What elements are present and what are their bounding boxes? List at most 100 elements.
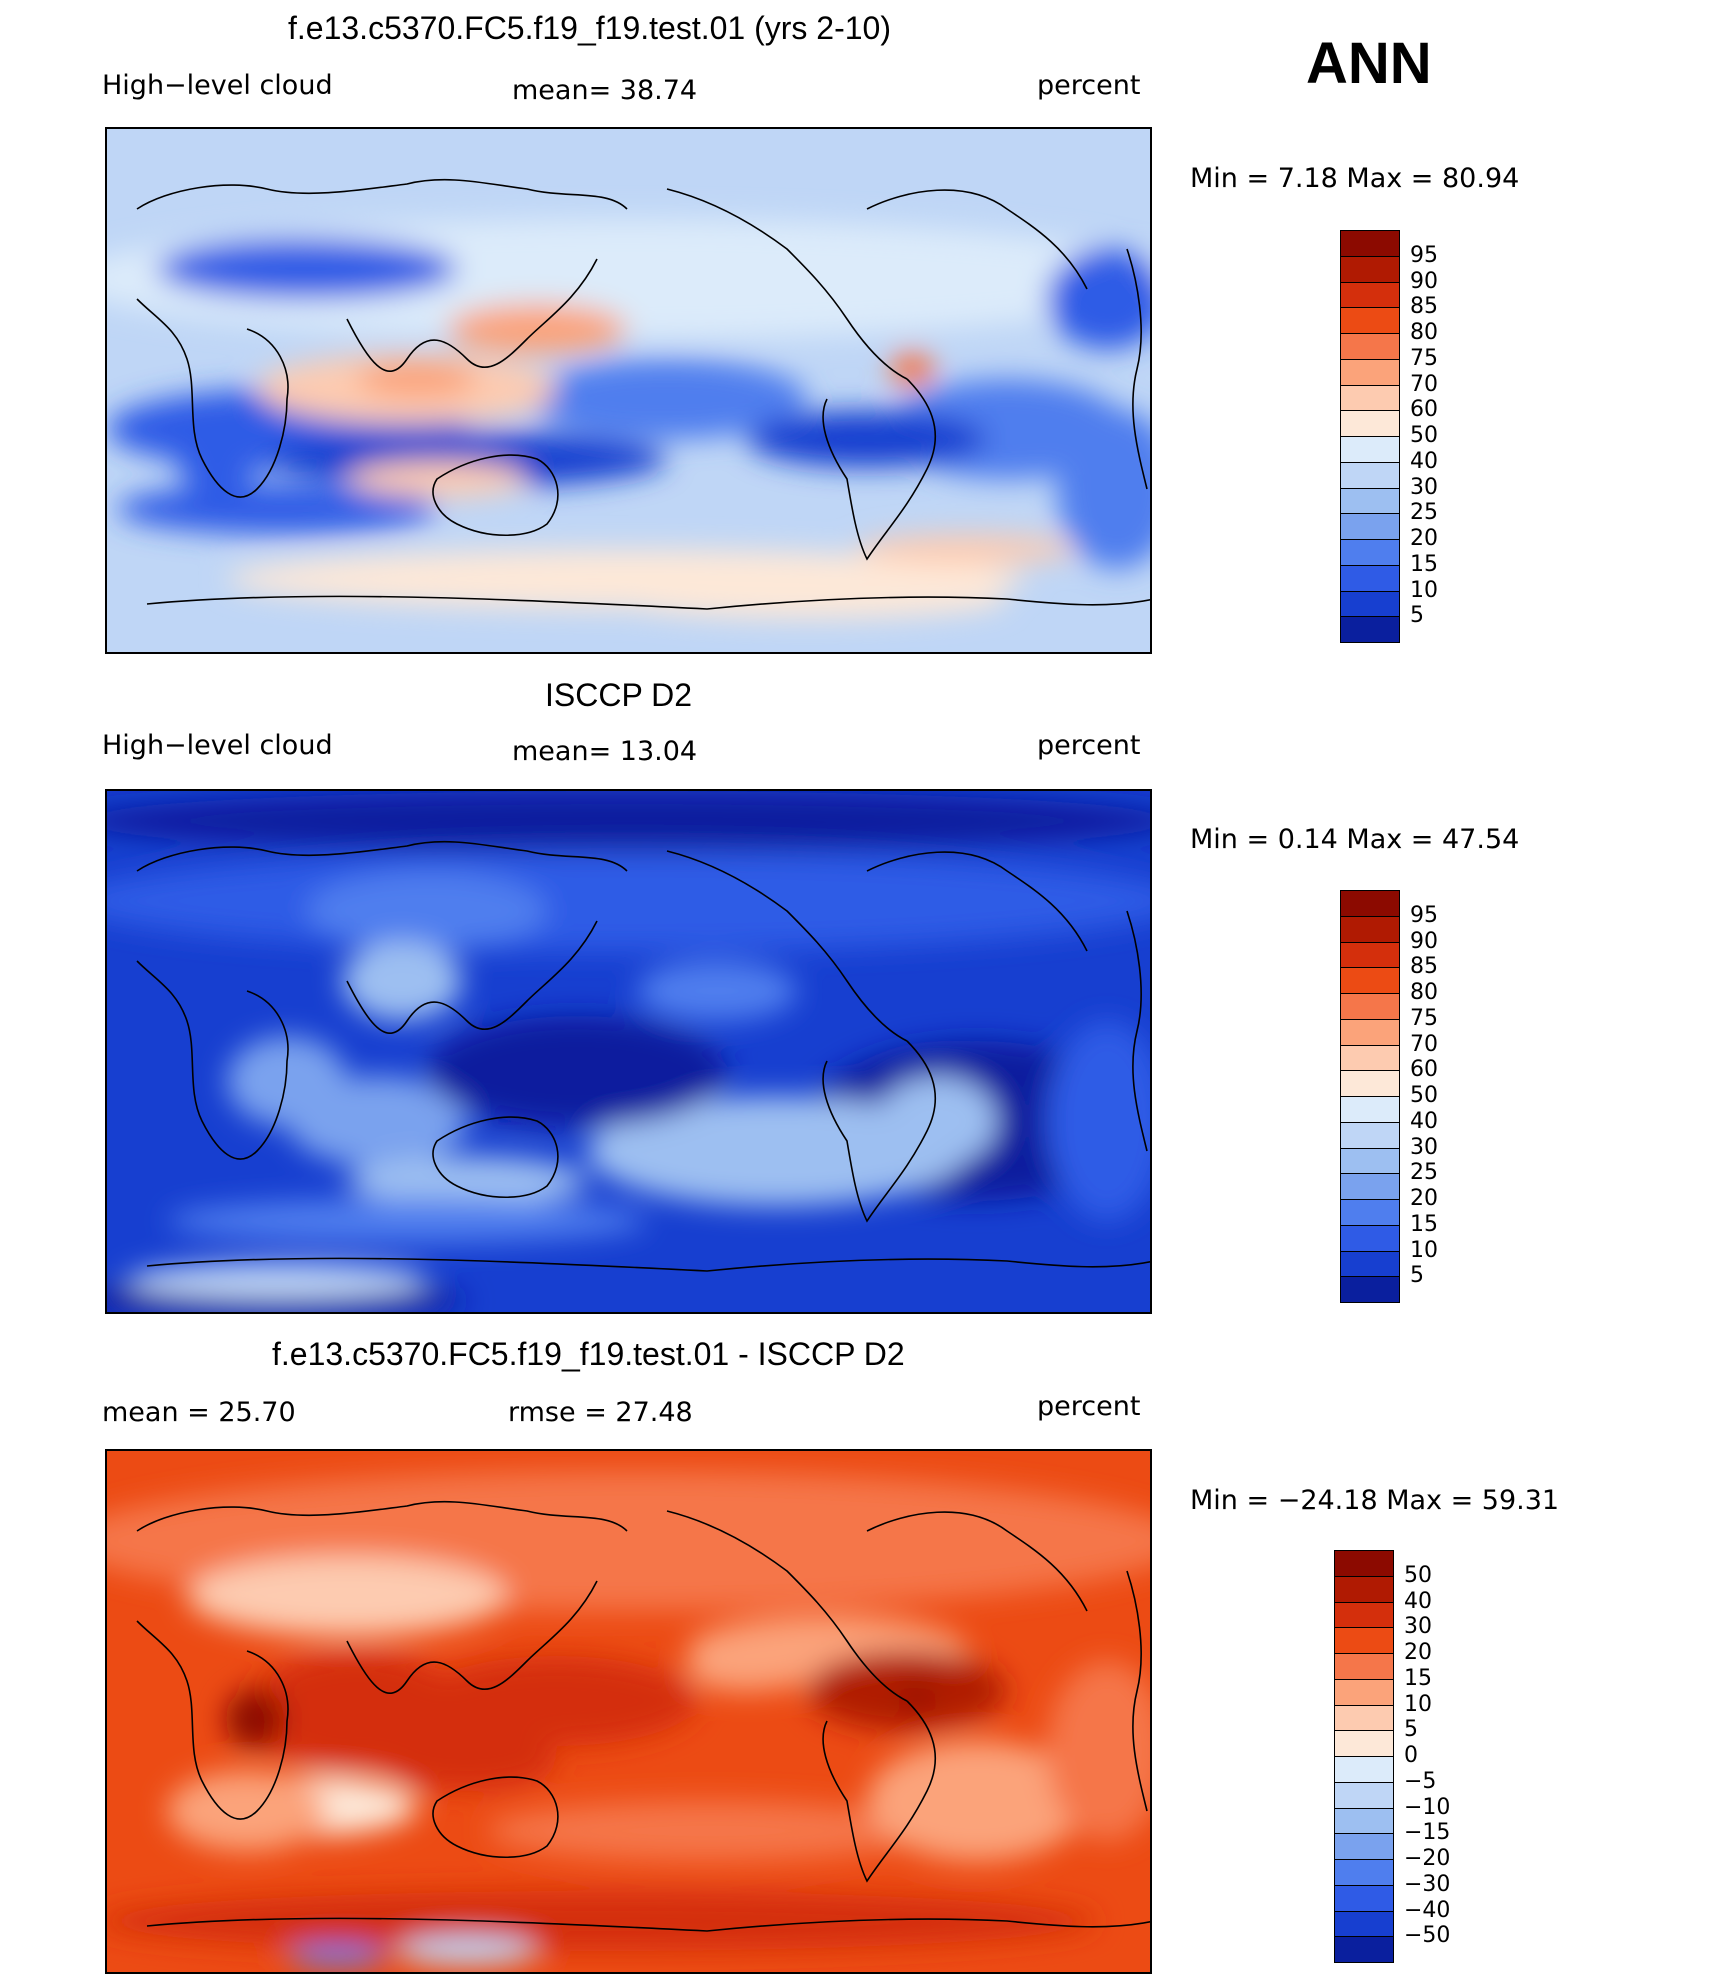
contour-region: [867, 1741, 1087, 1861]
colorbar-label: 15: [1410, 1211, 1438, 1237]
contour-region: [857, 534, 1077, 564]
colorbar-swatch: [1334, 1653, 1394, 1680]
coastline: [432, 1116, 559, 1199]
colorbar-label: −40: [1404, 1897, 1451, 1923]
map-canvas: [107, 129, 1150, 652]
colorbar-label: 95: [1410, 242, 1438, 268]
panel3-rmse-label: rmse = 27.48: [508, 1397, 693, 1428]
colorbar-label: 40: [1404, 1588, 1432, 1614]
contour-region: [1047, 249, 1150, 349]
colorbar-swatch: [1340, 1276, 1400, 1303]
colorbar-label: −30: [1404, 1871, 1451, 1897]
colorbar-swatch: [1334, 1859, 1394, 1886]
panel2-units-label: percent: [1037, 730, 1141, 761]
colorbar-label: 70: [1410, 1031, 1438, 1057]
colorbar-swatch: [1340, 1018, 1400, 1046]
contour-region: [227, 1036, 347, 1126]
colorbar-swatch: [1340, 307, 1400, 334]
colorbar-label: 30: [1410, 1134, 1438, 1160]
contour-region: [1047, 1021, 1150, 1221]
coastline: [146, 595, 1150, 610]
panel1-units-label: percent: [1037, 70, 1141, 101]
colorbar-label: 0: [1404, 1743, 1418, 1768]
colorbar-label: 25: [1410, 1160, 1438, 1186]
colorbar-swatch: [1340, 539, 1400, 566]
coastline: [1126, 910, 1148, 1152]
season-label: ANN: [1306, 31, 1432, 96]
coastline: [1126, 1570, 1148, 1812]
colorbar-label: 85: [1410, 954, 1438, 980]
contour-region: [487, 1801, 927, 1861]
map-canvas: [107, 791, 1150, 1312]
colorbar-swatch: [1340, 1096, 1400, 1123]
colorbar-label: 60: [1410, 397, 1438, 423]
colorbar-label: 40: [1410, 448, 1438, 474]
colorbar-swatch: [1340, 1224, 1400, 1252]
coastline: [1126, 248, 1148, 490]
coastline: [346, 1580, 598, 1694]
colorbar-label: −10: [1404, 1794, 1451, 1820]
colorbar-swatch: [1340, 915, 1400, 943]
colorbar-swatch: [1340, 461, 1400, 489]
panel2-mean-label: mean= 13.04: [512, 736, 698, 767]
contour-region: [307, 871, 547, 951]
contour-region: [890, 351, 934, 387]
colorbar-label: 15: [1410, 551, 1438, 577]
contour-region: [107, 1891, 1097, 1951]
colorbar-swatch: [1334, 1678, 1394, 1706]
panel1-colorbar: 95 90 85 80 75 70 60 50 40 30 25 20 15 10 5: [1340, 230, 1438, 643]
colorbar-label: 10: [1410, 1237, 1438, 1263]
colorbar-swatch: [1340, 1070, 1400, 1097]
contour-region: [877, 1076, 997, 1166]
contour-region: [287, 1946, 387, 1966]
colorbar-swatch: [1334, 1601, 1394, 1629]
colorbar-swatch: [1334, 1781, 1394, 1809]
colorbar-label: 20: [1404, 1640, 1432, 1665]
colorbar-swatch: [1334, 1575, 1394, 1603]
colorbar-swatch: [1340, 967, 1400, 994]
contour-region: [417, 1656, 697, 1746]
colorbar-swatch: [1340, 230, 1400, 257]
colorbar-swatch: [1340, 590, 1400, 618]
panel2-minmax: Min = 0.14 Max = 47.54: [1190, 824, 1520, 855]
colorbar-label: 10: [1410, 577, 1438, 603]
colorbar-swatch: [1340, 513, 1400, 540]
coastline: [346, 920, 598, 1034]
coastline: [822, 378, 937, 561]
colorbar-label: 80: [1410, 980, 1438, 1005]
coastline: [666, 1510, 908, 1702]
colorbar-swatch: [1340, 255, 1400, 283]
contour-region: [347, 1156, 587, 1206]
colorbar-swatch: [1340, 281, 1400, 309]
contour-region: [747, 411, 987, 467]
colorbar-label: 50: [1410, 1083, 1438, 1108]
coastlines: [136, 178, 1150, 610]
colorbar-label: 75: [1410, 1005, 1438, 1031]
map-canvas: [107, 1451, 1150, 1972]
colorbar-swatch: [1340, 1121, 1400, 1149]
colorbar-label: 70: [1410, 371, 1438, 397]
panel3-map: [105, 1449, 1152, 1974]
colorbar-swatch: [1334, 1550, 1394, 1577]
colorbar-swatch: [1340, 1250, 1400, 1278]
contour-region: [903, 1684, 931, 1708]
colorbar-label: 40: [1410, 1108, 1438, 1134]
panel1-map: [105, 127, 1152, 654]
contour-region: [377, 1731, 557, 1791]
panel1-title: f.e13.c5370.FC5.f19_f19.test.01 (yrs 2-1…: [288, 10, 891, 46]
contour-region: [157, 239, 457, 299]
coastline: [136, 1620, 289, 1820]
colorbar-swatch: [1340, 384, 1400, 412]
colorbar-swatch: [1340, 410, 1400, 437]
colorbar-swatch: [1340, 1199, 1400, 1226]
colorbar-swatch: [1334, 1833, 1394, 1860]
coastline: [136, 298, 289, 498]
colorbar-swatch: [1340, 1147, 1400, 1175]
colorbar-swatch: [1340, 1173, 1400, 1200]
panel3-units-label: percent: [1037, 1391, 1141, 1422]
colorbar-label: 95: [1410, 902, 1438, 928]
panel3-colorbar: 50 40 30 20 15 10 5 0 −5 −10 −15 −20 −30 −40 −50: [1334, 1550, 1450, 1963]
panel3-minmax: Min = −24.18 Max = 59.31: [1190, 1485, 1560, 1516]
contour-region: [117, 484, 437, 534]
colorbar-swatch: [1340, 993, 1400, 1020]
